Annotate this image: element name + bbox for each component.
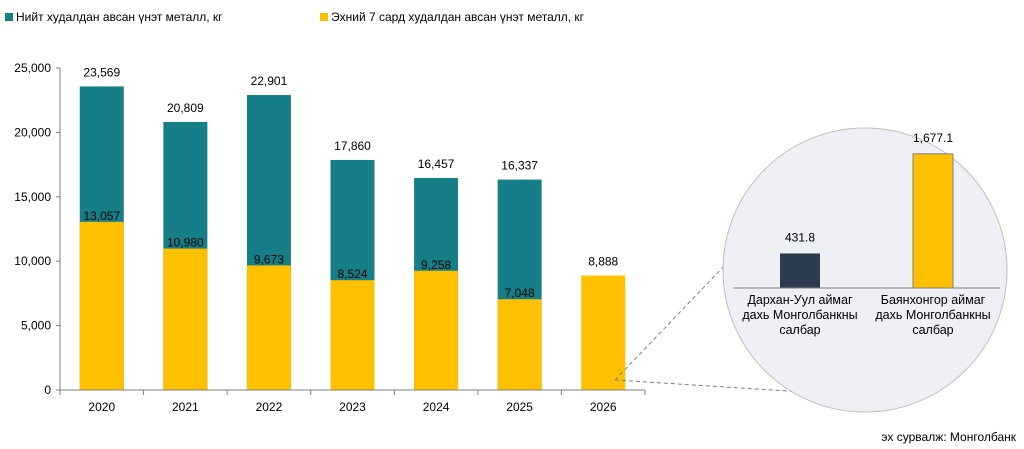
y-tick-label: 25,000	[14, 61, 51, 75]
main-data-labels: 23,569 13,057 20,809 10,980 22,901 9,673 17,86…	[83, 65, 618, 300]
legend-label-first7: Эхний 7 сард худалдан авсан үнэт металл,…	[331, 10, 585, 24]
legend-swatch-total	[5, 13, 13, 21]
bar-first7-2024	[414, 270, 459, 390]
label-total-2023: 17,860	[334, 139, 371, 153]
label-total-2022: 22,901	[251, 74, 288, 88]
x-tick-label-2022: 2022	[256, 400, 283, 414]
label-first7-2025: 7,048	[505, 286, 535, 300]
bar-first7-2021	[163, 248, 208, 390]
label-first7-2020: 13,057	[83, 209, 120, 223]
bar-first7-2020	[79, 221, 124, 390]
inset-bar-darkhan	[780, 253, 820, 288]
label-total-2025: 16,337	[501, 159, 538, 173]
inset-data-labels: 431.8 1,677.1	[785, 131, 953, 245]
zoom-connector-top	[614, 262, 728, 381]
legend-label-total: Нийт худалдан авсан үнэт металл, кг	[16, 10, 223, 24]
label-first7-2026: 8,888	[588, 255, 618, 269]
label-total-2024: 16,457	[418, 157, 455, 171]
label-first7-2023: 8,524	[337, 267, 367, 281]
y-tick-label: 5,000	[21, 319, 51, 333]
label-first7-2022: 9,673	[254, 252, 284, 266]
x-tick-label-2020: 2020	[88, 400, 115, 414]
x-tick-label-2025: 2025	[506, 400, 533, 414]
main-bars	[79, 86, 626, 391]
x-axis-tick-labels: 2020 2021 2022 2023 2024 2025 2026	[88, 400, 616, 414]
bar-first7-2023	[330, 280, 375, 390]
inset-category-labels: Дархан-Уул аймаг дахь Монголбанкны салбар Б…	[742, 293, 990, 337]
inset-bars	[780, 153, 954, 289]
y-axis-ticks: 0 5,000 10,000 15,000 20,000 25,000	[14, 61, 60, 397]
bar-first7-2026	[581, 275, 626, 390]
inset-label-darkhan: 431.8	[785, 230, 815, 244]
label-total-2020: 23,569	[83, 65, 120, 79]
inset-label-bayankhongor: 1,677.1	[913, 131, 953, 145]
y-tick-label: 10,000	[14, 254, 51, 268]
bar-first7-2025	[497, 299, 542, 390]
x-tick-label-2026: 2026	[590, 400, 617, 414]
y-tick-label: 15,000	[14, 190, 51, 204]
inset-bar-bayankhongor	[912, 153, 954, 289]
legend: Нийт худалдан авсан үнэт металл, кг Эхни…	[5, 10, 585, 24]
bar-first7-2022	[246, 265, 291, 390]
y-tick-label: 0	[44, 383, 51, 397]
legend-swatch-first7	[320, 13, 328, 21]
label-total-2021: 20,809	[167, 101, 204, 115]
inset-category-darkhan: Дархан-Уул аймаг дахь Монголбанкны салбар	[742, 293, 857, 337]
label-first7-2021: 10,980	[167, 236, 204, 250]
x-tick-label-2023: 2023	[339, 400, 366, 414]
source-note: эх сурвалж: Монголбанк	[881, 430, 1016, 444]
inset-category-bayankhongor: Баянхонгор аймаг дахь Монголбанкны салбар	[875, 293, 990, 337]
x-axis	[59, 68, 646, 395]
label-first7-2024: 9,258	[421, 258, 451, 272]
x-tick-label-2021: 2021	[172, 400, 199, 414]
x-tick-label-2024: 2024	[423, 400, 450, 414]
inset-zoom-circle	[722, 127, 1008, 413]
y-tick-label: 20,000	[14, 125, 51, 139]
